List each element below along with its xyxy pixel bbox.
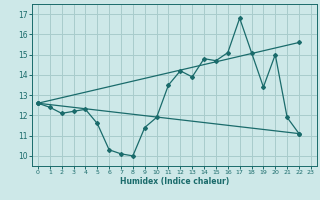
X-axis label: Humidex (Indice chaleur): Humidex (Indice chaleur) bbox=[120, 177, 229, 186]
